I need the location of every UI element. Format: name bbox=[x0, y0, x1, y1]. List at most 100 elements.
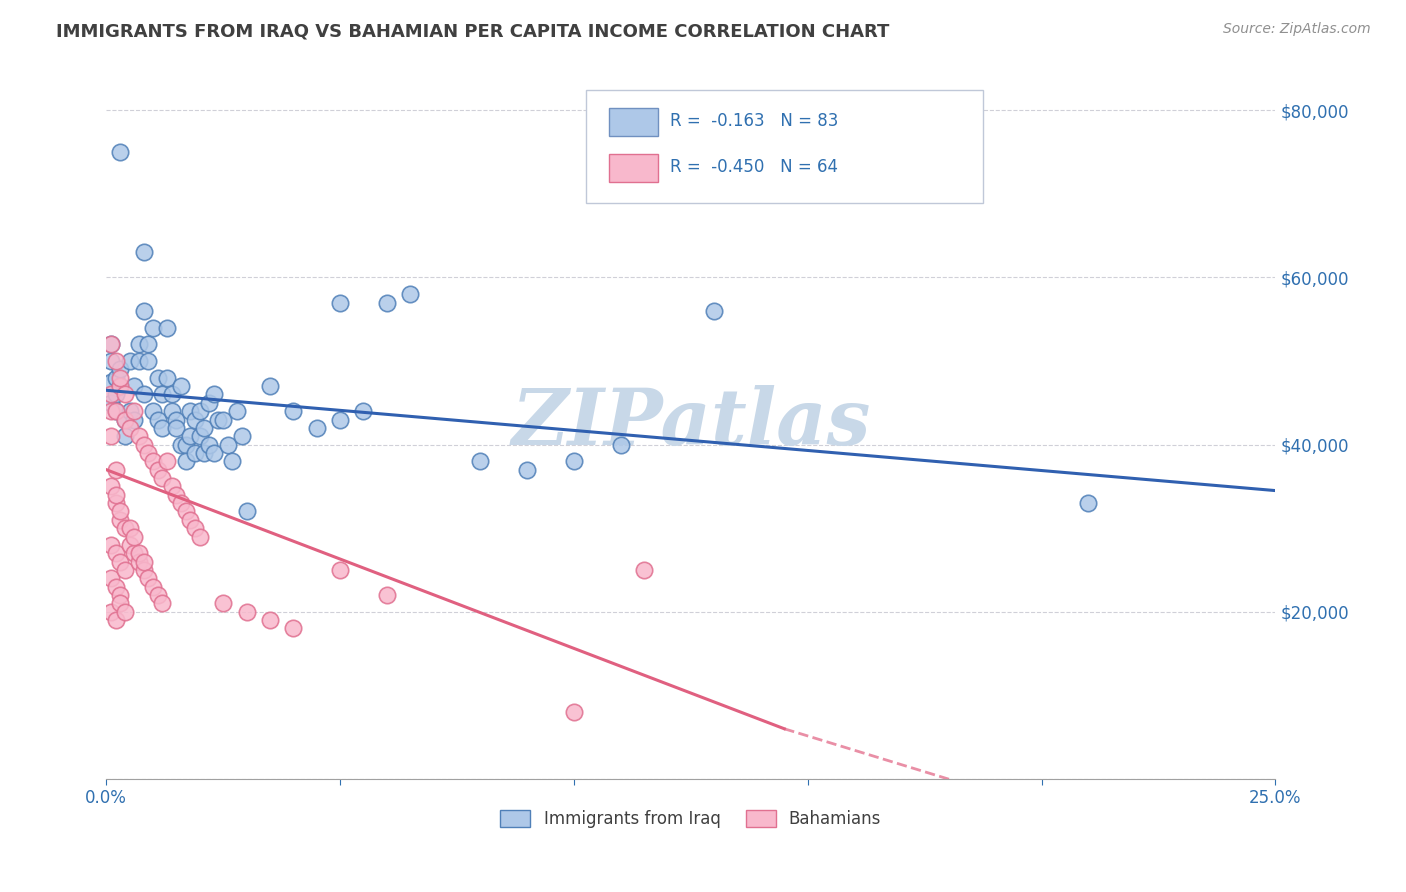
Point bbox=[114, 412, 136, 426]
Point bbox=[146, 412, 169, 426]
Point bbox=[128, 337, 150, 351]
Point bbox=[516, 463, 538, 477]
Point bbox=[114, 429, 136, 443]
Point bbox=[104, 404, 127, 418]
Point bbox=[128, 546, 150, 560]
Point bbox=[136, 571, 159, 585]
Point bbox=[231, 429, 253, 443]
Point bbox=[207, 412, 229, 426]
Point bbox=[174, 437, 197, 451]
Point bbox=[110, 513, 132, 527]
Point bbox=[132, 245, 155, 260]
Point bbox=[128, 429, 150, 443]
Point bbox=[104, 404, 127, 418]
Point bbox=[100, 354, 122, 368]
Text: R =  -0.450   N = 64: R = -0.450 N = 64 bbox=[669, 158, 838, 177]
Point bbox=[104, 463, 127, 477]
Point bbox=[104, 387, 127, 401]
Point bbox=[202, 446, 225, 460]
Point bbox=[118, 521, 141, 535]
Point bbox=[226, 404, 249, 418]
Point bbox=[470, 454, 492, 468]
Point bbox=[283, 622, 305, 636]
Point bbox=[128, 555, 150, 569]
Point bbox=[160, 404, 183, 418]
Point bbox=[124, 404, 146, 418]
Point bbox=[110, 596, 132, 610]
Point bbox=[110, 379, 132, 393]
Point bbox=[136, 354, 159, 368]
Point bbox=[170, 437, 193, 451]
Point bbox=[259, 613, 281, 627]
Point bbox=[124, 530, 146, 544]
Point bbox=[633, 563, 655, 577]
Point bbox=[132, 304, 155, 318]
Point bbox=[146, 370, 169, 384]
Point bbox=[100, 404, 122, 418]
Point bbox=[217, 437, 239, 451]
Text: Source: ZipAtlas.com: Source: ZipAtlas.com bbox=[1223, 22, 1371, 37]
Point bbox=[136, 446, 159, 460]
Point bbox=[110, 370, 132, 384]
Point bbox=[132, 387, 155, 401]
FancyBboxPatch shape bbox=[585, 90, 983, 203]
Point bbox=[142, 320, 165, 334]
Point bbox=[110, 145, 132, 160]
Text: IMMIGRANTS FROM IRAQ VS BAHAMIAN PER CAPITA INCOME CORRELATION CHART: IMMIGRANTS FROM IRAQ VS BAHAMIAN PER CAP… bbox=[56, 22, 890, 40]
Point bbox=[184, 446, 207, 460]
Point bbox=[202, 387, 225, 401]
Point bbox=[104, 580, 127, 594]
Point bbox=[179, 513, 201, 527]
Point bbox=[100, 429, 122, 443]
Point bbox=[100, 337, 122, 351]
Point bbox=[562, 705, 585, 719]
Point bbox=[100, 479, 122, 493]
Point bbox=[703, 304, 725, 318]
Point bbox=[110, 379, 132, 393]
Point bbox=[100, 571, 122, 585]
Point bbox=[156, 320, 179, 334]
Point bbox=[329, 563, 352, 577]
Point bbox=[100, 387, 122, 401]
Point bbox=[132, 555, 155, 569]
Point bbox=[375, 295, 398, 310]
Point bbox=[100, 375, 122, 389]
Point bbox=[118, 538, 141, 552]
Point bbox=[188, 429, 211, 443]
Point bbox=[142, 580, 165, 594]
Point bbox=[110, 504, 132, 518]
Point bbox=[160, 479, 183, 493]
FancyBboxPatch shape bbox=[609, 108, 658, 136]
Point bbox=[212, 412, 235, 426]
Point bbox=[128, 354, 150, 368]
Point bbox=[160, 387, 183, 401]
Text: R =  -0.163   N = 83: R = -0.163 N = 83 bbox=[669, 112, 838, 130]
Point bbox=[150, 596, 173, 610]
Text: ZIPatlas: ZIPatlas bbox=[512, 385, 870, 462]
Point bbox=[165, 488, 187, 502]
Point bbox=[221, 454, 243, 468]
Point bbox=[100, 538, 122, 552]
Point bbox=[104, 488, 127, 502]
Point bbox=[114, 521, 136, 535]
Point bbox=[124, 412, 146, 426]
Point bbox=[136, 337, 159, 351]
FancyBboxPatch shape bbox=[609, 153, 658, 182]
Point bbox=[110, 362, 132, 376]
Point bbox=[104, 613, 127, 627]
Point bbox=[193, 421, 215, 435]
Point bbox=[104, 546, 127, 560]
Point bbox=[146, 463, 169, 477]
Point bbox=[114, 563, 136, 577]
Point bbox=[174, 504, 197, 518]
Point bbox=[100, 337, 122, 351]
Point bbox=[170, 379, 193, 393]
Legend: Immigrants from Iraq, Bahamians: Immigrants from Iraq, Bahamians bbox=[494, 803, 889, 835]
Point bbox=[352, 404, 374, 418]
Point bbox=[165, 421, 187, 435]
Point bbox=[184, 521, 207, 535]
Point bbox=[259, 379, 281, 393]
Point bbox=[188, 404, 211, 418]
Point bbox=[156, 370, 179, 384]
Point bbox=[609, 437, 631, 451]
